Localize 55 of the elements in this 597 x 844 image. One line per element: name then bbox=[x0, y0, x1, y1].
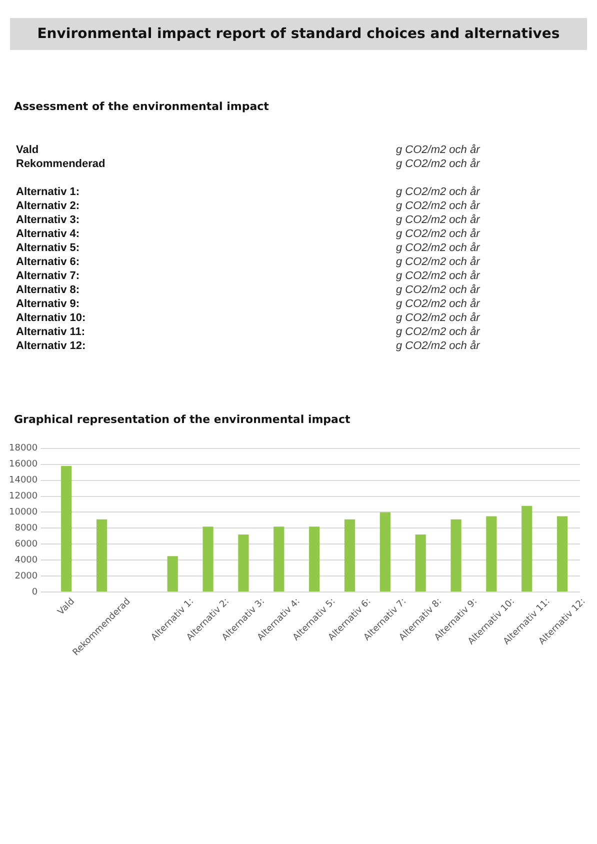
y-tick-label: 8000 bbox=[14, 524, 38, 534]
text: Alternativ 1: bbox=[16, 186, 80, 198]
bar bbox=[96, 519, 108, 592]
text: g CO2/m2 och år bbox=[396, 213, 480, 227]
text: Alternativ 12: bbox=[16, 340, 86, 352]
text: g CO2/m2 och år bbox=[396, 227, 480, 241]
text: Alternativ 8: bbox=[16, 284, 80, 296]
bar bbox=[380, 512, 390, 592]
bar bbox=[450, 519, 462, 592]
y-tick-label: 6000 bbox=[14, 539, 38, 550]
bar bbox=[522, 506, 532, 592]
chart-subtitle: Graphical representation of the environmental impact bbox=[14, 413, 352, 426]
text: Alternativ 9: bbox=[16, 298, 80, 310]
text: g CO2/m2 och år bbox=[396, 325, 480, 339]
bar bbox=[274, 526, 284, 592]
y-tick-label: 2000 bbox=[14, 571, 38, 582]
chart-title: Environmental impact report of standard choices and alternatives bbox=[10, 18, 587, 50]
text: g CO2/m2 och år bbox=[396, 339, 480, 353]
y-tick-label: 0 bbox=[32, 587, 38, 598]
text: g CO2/m2 och år bbox=[396, 199, 480, 213]
y-tick-label: 14000 bbox=[8, 476, 38, 486]
text: Alternativ 11: bbox=[16, 326, 86, 338]
text: g CO2/m2 och år bbox=[396, 143, 480, 157]
bar bbox=[486, 516, 497, 592]
y-tick-label: 10000 bbox=[8, 508, 38, 518]
bar bbox=[415, 534, 426, 592]
y-tick-label: 16000 bbox=[8, 460, 38, 470]
bar bbox=[61, 466, 72, 592]
text: g CO2/m2 och år bbox=[396, 297, 480, 311]
bar bbox=[202, 526, 214, 592]
y-tick-label: 4000 bbox=[14, 555, 38, 566]
text: Alternativ 3: bbox=[16, 214, 80, 226]
text: Alternativ 4: bbox=[16, 228, 80, 240]
y-tick-label: 18000 bbox=[8, 444, 38, 454]
text: Alternativ 10: bbox=[16, 312, 86, 324]
text: Alternativ 7: bbox=[16, 270, 80, 282]
text: Rekommenderad bbox=[16, 157, 106, 171]
text: Alternativ 2: bbox=[16, 200, 80, 212]
text: g CO2/m2 och år bbox=[396, 311, 480, 325]
text: Alternativ 6: bbox=[16, 256, 80, 268]
bar bbox=[344, 519, 356, 592]
bar bbox=[167, 556, 178, 592]
text: g CO2/m2 och år bbox=[396, 255, 480, 269]
text: g CO2/m2 och år bbox=[396, 283, 480, 297]
text: g CO2/m2 och år bbox=[396, 185, 480, 199]
text: g CO2/m2 och år bbox=[396, 157, 480, 171]
bar bbox=[309, 526, 320, 592]
y-tick-label: 12000 bbox=[8, 492, 38, 502]
text: Alternativ 5: bbox=[16, 242, 80, 254]
text: g CO2/m2 och år bbox=[396, 269, 480, 283]
text: Vald bbox=[16, 143, 40, 157]
bar bbox=[556, 516, 568, 592]
bar bbox=[238, 534, 249, 592]
text: g CO2/m2 och år bbox=[396, 241, 480, 255]
text: Assessment of the environmental impact bbox=[14, 100, 270, 113]
